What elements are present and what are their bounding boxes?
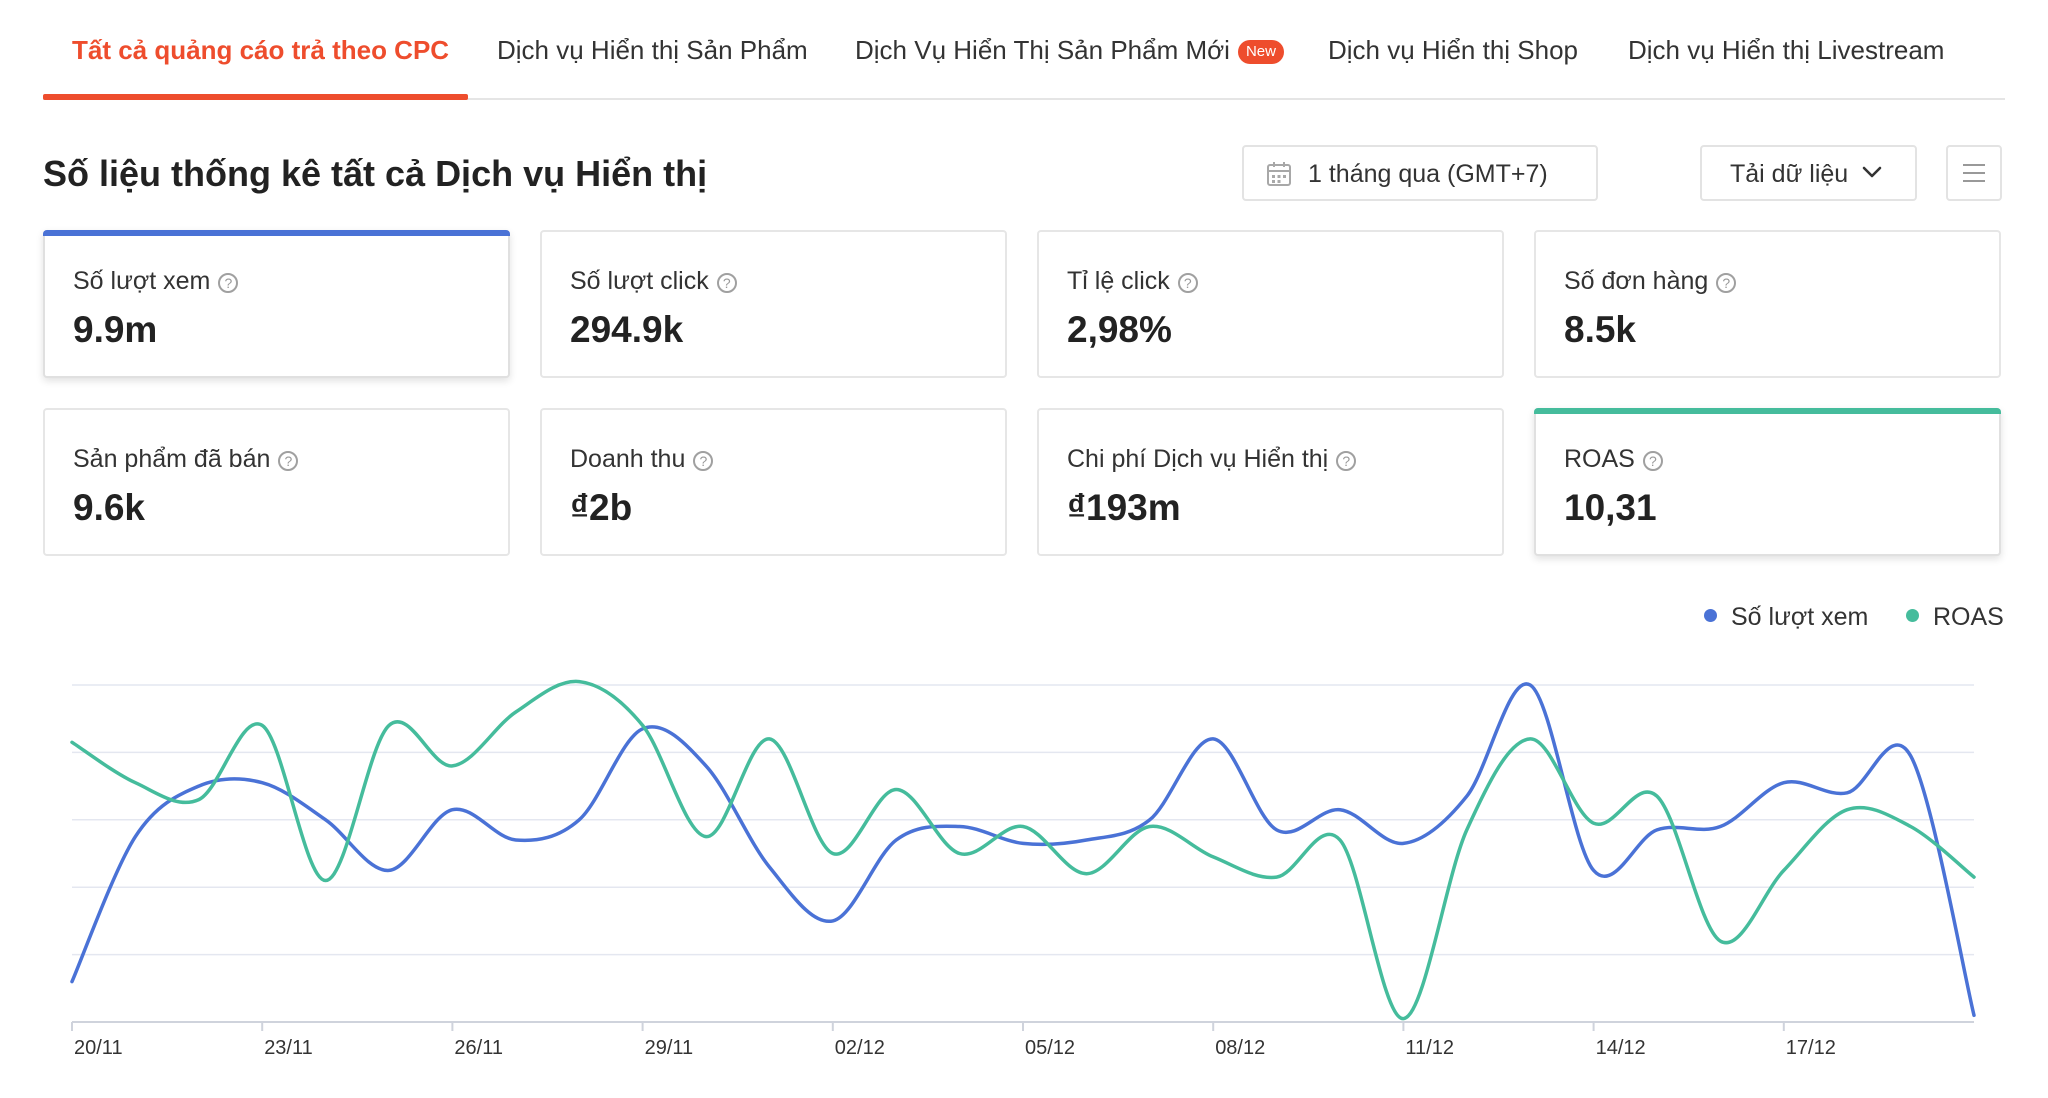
x-tick-label: 29/11: [645, 1037, 694, 1059]
download-label: Tải dữ liệu: [1730, 160, 1849, 188]
legend-dot: [1906, 609, 1919, 622]
x-tick-label: 11/12: [1405, 1037, 1454, 1059]
chart-grid: [72, 684, 1974, 956]
metric-label: ROAS: [1564, 445, 1635, 473]
legend-label: ROAS: [1933, 603, 2004, 631]
tab-bar: Tất cả quảng cáo trả theo CPC Dịch vụ Hi…: [43, 0, 2005, 100]
chart-menu-button[interactable]: [1946, 145, 2002, 201]
x-tick-label: 23/11: [264, 1037, 313, 1059]
active-tab-indicator: [43, 94, 468, 100]
metric-label: Tỉ lệ click: [1067, 267, 1170, 295]
metric-value: 2,98%: [1067, 309, 1172, 350]
metric-label: Sản phẩm đã bán: [73, 445, 271, 473]
x-tick-label: 02/12: [835, 1037, 885, 1059]
tab-label: Dịch vụ Hiển thị Sản Phẩm: [497, 35, 808, 65]
selected-indicator: [43, 230, 510, 236]
x-tick-label: 17/12: [1786, 1037, 1836, 1059]
metric-card-roas[interactable]: ROAS? 10,31: [1534, 408, 2001, 556]
tab-label: Dịch vụ Hiển thị Shop: [1328, 35, 1579, 65]
x-tick-label: 05/12: [1025, 1037, 1075, 1059]
help-icon[interactable]: ?: [1177, 273, 1198, 293]
legend-dot: [1704, 609, 1717, 622]
date-range-value: 1 tháng qua (GMT+7): [1308, 160, 1548, 188]
tab-livestream-ads[interactable]: Dịch vụ Hiển thị Livestream: [1628, 34, 1944, 66]
calendar-icon: [1266, 161, 1292, 192]
help-icon[interactable]: ?: [278, 451, 299, 471]
metric-card-ctr[interactable]: Tỉ lệ click? 2,98%: [1037, 230, 1504, 378]
x-tick-label: 26/11: [454, 1037, 503, 1059]
metric-label: Số đơn hàng: [1564, 267, 1709, 295]
x-axis: 20/11 23/11 26/11 29/11 02/12 05/12 08/12 11/12…: [71, 1021, 1974, 1059]
metric-card-ad-cost[interactable]: Chi phí Dịch vụ Hiển thị? ₫193m: [1037, 408, 1504, 556]
legend-label: Số lượt xem: [1731, 603, 1869, 631]
tab-label: Dịch vụ Hiển thị Livestream: [1628, 35, 1945, 65]
tab-product-ads[interactable]: Dịch vụ Hiển thị Sản Phẩm: [497, 34, 808, 66]
series-line-roas: [70, 679, 1976, 1021]
metric-value: ₫2b: [570, 487, 633, 528]
metric-value: 9.9m: [73, 309, 158, 350]
new-badge: New: [1237, 40, 1284, 64]
tab-all-cpc-ads[interactable]: Tất cả quảng cáo trả theo CPC: [72, 34, 449, 66]
help-icon[interactable]: ?: [1336, 451, 1357, 471]
series-line-views: [70, 682, 1976, 1018]
selected-indicator: [1534, 408, 2001, 414]
metric-label: Số lượt xem: [73, 267, 211, 295]
download-data-button[interactable]: Tải dữ liệu: [1700, 145, 1917, 201]
page-title: Số liệu thống kê tất cả Dịch vụ Hiển thị: [43, 153, 708, 194]
x-tick-label: 14/12: [1596, 1037, 1646, 1059]
metric-label: Chi phí Dịch vụ Hiển thị: [1067, 445, 1329, 473]
tab-new-product-ads[interactable]: Dịch Vụ Hiển Thị Sản Phẩm Mới New: [855, 34, 1284, 66]
metric-card-views[interactable]: Số lượt xem? 9.9m: [43, 230, 510, 378]
metric-value: 8.5k: [1564, 309, 1637, 350]
x-tick-label: 20/11: [74, 1037, 123, 1059]
chart-series: [70, 679, 1976, 1021]
metric-value: ₫193m: [1067, 487, 1181, 528]
x-tick-label: 08/12: [1215, 1037, 1265, 1059]
tab-label: Dịch Vụ Hiển Thị Sản Phẩm Mới: [855, 35, 1230, 65]
help-icon[interactable]: ?: [693, 451, 714, 471]
metric-label: Số lượt click: [570, 267, 709, 295]
help-icon[interactable]: ?: [218, 273, 239, 293]
tab-label: Tất cả quảng cáo trả theo CPC: [72, 35, 450, 65]
date-range-picker[interactable]: 1 tháng qua (GMT+7): [1242, 145, 1598, 201]
legend-item-roas[interactable]: ROAS: [1906, 602, 2004, 632]
help-icon[interactable]: ?: [1716, 273, 1737, 293]
metric-value: 294.9k: [570, 309, 684, 350]
metric-card-clicks[interactable]: Số lượt click? 294.9k: [540, 230, 1007, 378]
metric-value: 10,31: [1564, 487, 1657, 528]
help-icon[interactable]: ?: [1642, 451, 1663, 471]
metric-card-revenue[interactable]: Doanh thu? ₫2b: [540, 408, 1007, 556]
metric-label: Doanh thu: [570, 445, 686, 473]
help-icon[interactable]: ?: [716, 273, 737, 293]
chevron-down-icon: [1862, 165, 1882, 184]
metric-card-orders[interactable]: Số đơn hàng? 8.5k: [1534, 230, 2001, 378]
metric-value: 9.6k: [73, 487, 146, 528]
tab-shop-ads[interactable]: Dịch vụ Hiển thị Shop: [1328, 34, 1578, 66]
metric-card-products-sold[interactable]: Sản phẩm đã bán? 9.6k: [43, 408, 510, 556]
legend-item-views[interactable]: Số lượt xem: [1704, 602, 1868, 632]
